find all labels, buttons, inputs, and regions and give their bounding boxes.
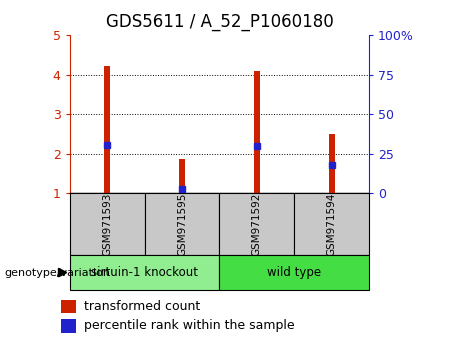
Bar <box>61 319 76 333</box>
Polygon shape <box>58 268 67 277</box>
Text: GSM971592: GSM971592 <box>252 192 262 256</box>
Text: genotype/variation: genotype/variation <box>4 268 111 278</box>
Bar <box>104 66 110 193</box>
Text: GSM971594: GSM971594 <box>327 192 337 256</box>
Text: GSM971595: GSM971595 <box>177 192 187 256</box>
Text: transformed count: transformed count <box>84 300 200 313</box>
Title: GDS5611 / A_52_P1060180: GDS5611 / A_52_P1060180 <box>105 13 333 32</box>
Bar <box>294 193 369 255</box>
Bar <box>220 193 294 255</box>
Text: GSM971593: GSM971593 <box>102 192 112 256</box>
Bar <box>220 255 369 290</box>
Bar <box>70 193 144 255</box>
Bar <box>179 159 185 193</box>
Bar <box>70 255 220 290</box>
Bar <box>328 134 335 193</box>
Bar <box>61 299 76 313</box>
Bar <box>144 193 220 255</box>
Text: wild type: wild type <box>267 266 321 279</box>
Bar <box>254 71 260 193</box>
Text: sirtuin-1 knockout: sirtuin-1 knockout <box>91 266 198 279</box>
Text: percentile rank within the sample: percentile rank within the sample <box>84 319 294 332</box>
